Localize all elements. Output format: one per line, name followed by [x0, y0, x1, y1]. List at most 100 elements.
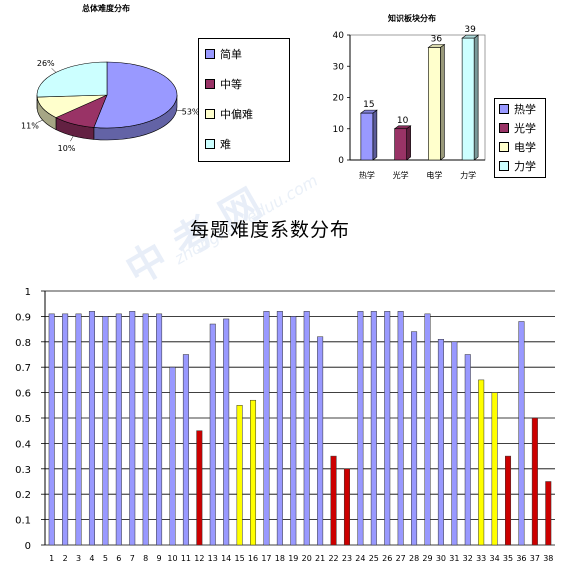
bar-side [372, 109, 378, 161]
bar [88, 311, 95, 546]
bar [343, 468, 350, 546]
x-tick-label: 20 [302, 554, 312, 563]
knowledge-bar-chart: 0 10 20 30 40 15 热学 10 光学 36 电学 39 力学 [333, 25, 486, 180]
pie-leader-line [176, 109, 183, 111]
bar [505, 455, 512, 546]
x-tick-label: 3 [76, 554, 81, 563]
y-tick-label: 0.6 [15, 389, 31, 400]
x-tick-label: 16 [248, 554, 258, 563]
x-tick-label: 15 [235, 554, 245, 563]
pie-chart: 53% 10% 11% 26% [21, 59, 200, 153]
bar-side [440, 43, 445, 161]
bar [491, 392, 498, 546]
y-tick-label: 0.4 [15, 439, 31, 450]
x-tick-label: 34 [490, 554, 500, 563]
x-tick-label: 14 [221, 554, 231, 563]
x-tick-label: 36 [516, 554, 526, 563]
x-tick-label: 11 [181, 554, 191, 563]
x-tick-label: 27 [396, 554, 406, 563]
legend-swatch [205, 139, 215, 149]
knowledge-legend: 热学 光学 电学 力学 [494, 98, 546, 178]
bar [424, 313, 431, 546]
pie-legend-item-medium-hard: 中偏难 [199, 103, 289, 125]
bar [250, 399, 257, 546]
bar-side [406, 125, 411, 161]
bar [263, 311, 270, 546]
legend-swatch [499, 122, 509, 133]
y-tick-label: 0.2 [15, 490, 31, 501]
bar [182, 354, 189, 546]
legend-label: 热学 [514, 102, 536, 116]
bar [303, 311, 310, 546]
bar-data-label: 39 [464, 25, 476, 35]
pie-leader-line [37, 119, 43, 123]
x-tick-label: 24 [355, 554, 365, 563]
bar [478, 379, 485, 546]
x-tick-label: 2 [63, 554, 68, 563]
pie-leader-line [70, 135, 74, 142]
legend-label: 光学 [514, 121, 536, 135]
x-tick-label: 37 [530, 554, 540, 563]
bar [428, 47, 441, 161]
x-tick-label: 21 [315, 554, 325, 563]
legend-swatch [499, 103, 509, 114]
x-tick-label: 10 [167, 554, 177, 563]
bar [209, 323, 216, 546]
pie-leader-line [51, 68, 57, 73]
x-tick-label: 6 [116, 554, 121, 563]
pie-legend: 简单 中等 中偏难 难 [198, 38, 290, 162]
x-tick-label: 22 [328, 554, 338, 563]
y-tick-label: 0.1 [15, 516, 31, 527]
y-tick-label: 1 [25, 287, 31, 298]
bar-data-label: 36 [431, 35, 443, 45]
bar [464, 354, 471, 546]
bar-data-label: 10 [397, 116, 409, 126]
y-tick-label: 0 [25, 541, 31, 552]
bar [156, 313, 163, 546]
legend-label: 中偏难 [220, 108, 253, 121]
x-tick-label: 9 [157, 554, 162, 563]
bar [330, 455, 337, 546]
bar [129, 311, 136, 546]
pie-legend-item-medium: 中等 [199, 73, 289, 95]
bar [276, 311, 283, 546]
pie-data-label: 11% [21, 122, 39, 131]
x-tick-label: 5 [103, 554, 108, 563]
bar [518, 321, 525, 546]
legend-swatch [205, 79, 215, 89]
bar [236, 405, 243, 546]
x-tick-label: 29 [422, 554, 432, 563]
knowledge-legend-item-heat: 热学 [495, 99, 545, 118]
y-tick-label: 40 [333, 31, 345, 41]
legend-label: 难 [220, 138, 231, 151]
bar [384, 311, 391, 546]
knowledge-legend-item-optics: 光学 [495, 118, 545, 137]
x-tick-label: 31 [449, 554, 459, 563]
difficulty-chart-title: 每题难度系数分布 [190, 219, 351, 241]
x-tick-label: 光学 [393, 170, 409, 180]
legend-swatch [205, 109, 215, 119]
bar [102, 316, 109, 546]
bar [196, 430, 203, 546]
bar [461, 37, 475, 161]
knowledge-legend-item-mechanics: 力学 [495, 156, 545, 175]
y-tick-label: 0.5 [15, 414, 31, 425]
legend-label: 中等 [220, 78, 242, 91]
x-tick-label: 电学 [426, 170, 442, 180]
bar [357, 311, 364, 546]
x-tick-label: 28 [409, 554, 419, 563]
pie-data-label: 10% [58, 144, 76, 153]
x-tick-label: 19 [288, 554, 298, 563]
bar [115, 313, 122, 546]
x-tick-label: 12 [194, 554, 204, 563]
pie-slice [36, 61, 108, 98]
bar [48, 313, 55, 546]
bar [290, 316, 297, 546]
x-tick-label: 热学 [359, 170, 375, 180]
x-tick-label: 1 [49, 554, 54, 563]
y-tick-label: 0.9 [15, 312, 31, 323]
x-tick-label: 38 [543, 554, 553, 563]
x-tick-label: 18 [275, 554, 285, 563]
bar [397, 311, 404, 546]
pie-legend-item-hard: 难 [199, 133, 289, 155]
